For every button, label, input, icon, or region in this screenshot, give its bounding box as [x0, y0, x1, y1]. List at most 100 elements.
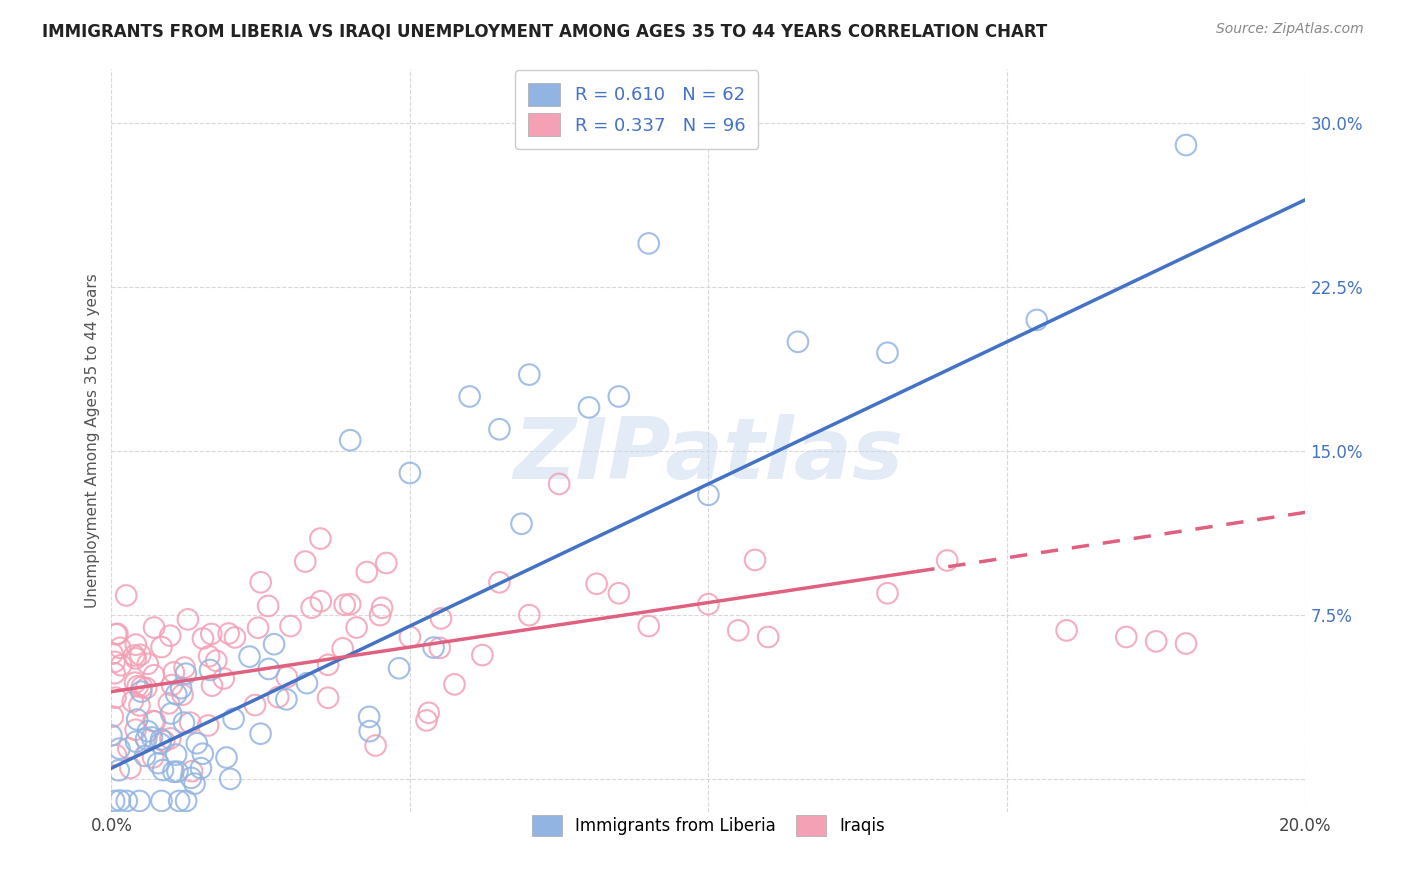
Point [101, 647, 124, 661]
Point [148, 756, 170, 771]
Point [135, 681, 157, 695]
Point [219, 772, 242, 786]
Point [198, 663, 221, 677]
Point [143, 620, 166, 634]
Point [124, 675, 146, 690]
Point [152, 763, 174, 777]
Point [488, 422, 510, 436]
Point [127, 679, 149, 693]
Point [170, 681, 193, 695]
Point [517, 608, 540, 623]
Point [787, 334, 810, 349]
Point [127, 713, 149, 727]
Point [115, 794, 138, 808]
Point [142, 750, 165, 764]
Point [143, 714, 166, 729]
Point [142, 668, 165, 682]
Text: IMMIGRANTS FROM LIBERIA VS IRAQI UNEMPLOYMENT AMONG AGES 35 TO 44 YEARS CORRELAT: IMMIGRANTS FROM LIBERIA VS IRAQI UNEMPLO… [42, 22, 1047, 40]
Point [107, 764, 129, 778]
Point [637, 236, 659, 251]
Point [103, 655, 125, 669]
Point [295, 676, 318, 690]
Point [103, 794, 125, 808]
Point [430, 611, 453, 625]
Point [159, 629, 181, 643]
Point [249, 727, 271, 741]
Point [243, 698, 266, 712]
Point [218, 626, 240, 640]
Point [359, 724, 381, 739]
Point [129, 648, 152, 662]
Point [121, 694, 143, 708]
Point [201, 679, 224, 693]
Point [364, 739, 387, 753]
Point [263, 637, 285, 651]
Point [135, 731, 157, 746]
Point [212, 672, 235, 686]
Point [422, 640, 444, 655]
Point [257, 599, 280, 613]
Point [115, 589, 138, 603]
Point [316, 690, 339, 705]
Point [375, 556, 398, 570]
Point [727, 624, 749, 638]
Point [399, 466, 422, 480]
Point [128, 698, 150, 713]
Point [125, 651, 148, 665]
Point [117, 741, 139, 756]
Point [301, 600, 323, 615]
Point [200, 627, 222, 641]
Point [198, 649, 221, 664]
Point [697, 597, 720, 611]
Point [578, 401, 600, 415]
Point [104, 690, 127, 705]
Point [125, 734, 148, 748]
Point [1115, 630, 1137, 644]
Point [332, 641, 354, 656]
Point [165, 747, 187, 762]
Point [548, 477, 571, 491]
Point [177, 612, 200, 626]
Point [399, 630, 422, 644]
Point [346, 620, 368, 634]
Point [471, 648, 494, 662]
Point [197, 718, 219, 732]
Point [267, 690, 290, 704]
Point [756, 630, 779, 644]
Point [162, 764, 184, 779]
Point [150, 732, 173, 747]
Point [510, 516, 533, 531]
Point [181, 764, 204, 779]
Point [186, 736, 208, 750]
Point [247, 621, 270, 635]
Point [108, 741, 131, 756]
Point [191, 632, 214, 646]
Point [1144, 634, 1167, 648]
Point [222, 712, 245, 726]
Point [125, 638, 148, 652]
Point [333, 598, 356, 612]
Point [179, 715, 201, 730]
Point [276, 692, 298, 706]
Point [1056, 624, 1078, 638]
Point [183, 777, 205, 791]
Point [108, 793, 131, 807]
Point [339, 597, 361, 611]
Point [607, 586, 630, 600]
Point [160, 706, 183, 721]
Point [136, 657, 159, 671]
Point [359, 710, 381, 724]
Point [388, 661, 411, 675]
Point [190, 761, 212, 775]
Point [134, 748, 156, 763]
Legend: Immigrants from Liberia, Iraqis: Immigrants from Liberia, Iraqis [523, 806, 893, 845]
Point [153, 734, 176, 748]
Point [936, 553, 959, 567]
Point [339, 433, 361, 447]
Point [105, 627, 128, 641]
Point [249, 575, 271, 590]
Point [149, 737, 172, 751]
Point [1175, 636, 1198, 650]
Point [141, 731, 163, 745]
Point [166, 764, 188, 779]
